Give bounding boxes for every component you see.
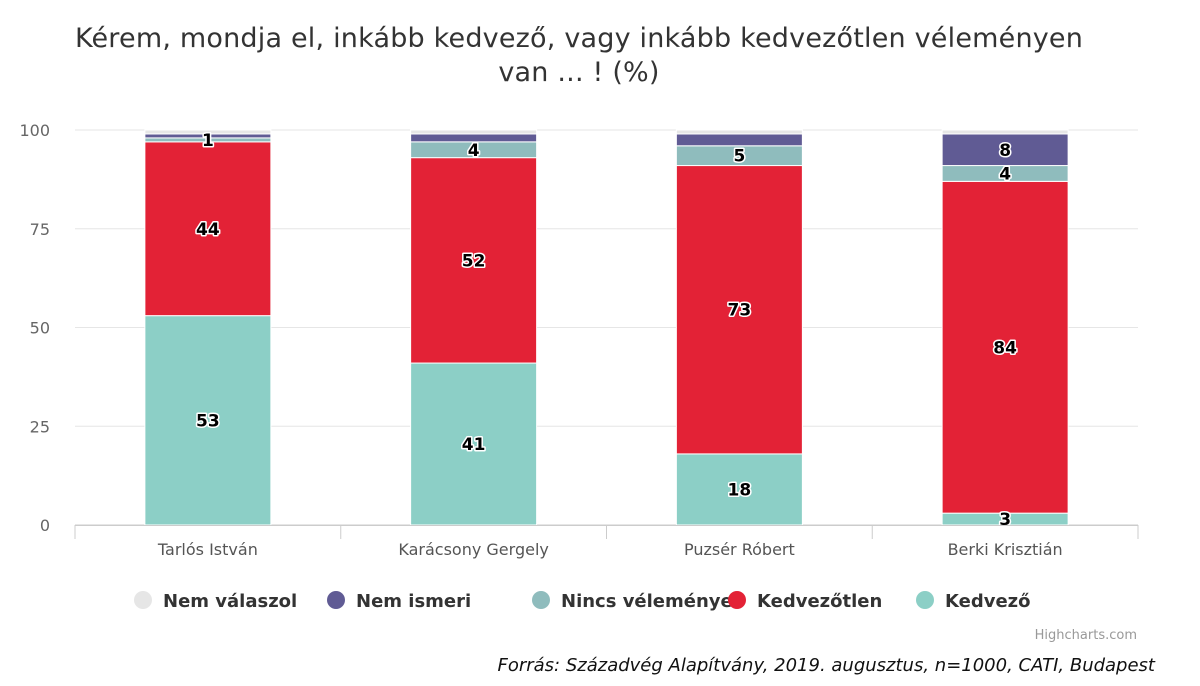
bar-segment[interactable] — [410, 129, 538, 135]
data-label: 4 — [468, 141, 480, 161]
data-label: 5 — [733, 147, 745, 167]
x-category-label: Puzsér Róbert — [684, 540, 795, 559]
bar-segment[interactable] — [941, 133, 1069, 167]
x-category-label: Karácsony Gergely — [398, 540, 548, 559]
legend-item[interactable]: Nem válaszol — [134, 591, 297, 612]
bar-segment[interactable] — [144, 141, 272, 317]
legend-label: Kedvezőtlen — [757, 591, 882, 612]
bar-segment[interactable] — [675, 129, 803, 135]
legend-label: Nem válaszol — [163, 591, 297, 612]
bar-segment[interactable] — [675, 133, 803, 147]
data-label: 3 — [999, 510, 1011, 530]
legend: Nem válaszol Nem ismeri Nincs véleménye Ked… — [134, 591, 1031, 612]
bar-segment[interactable] — [144, 129, 272, 135]
y-tick-label: 25 — [30, 417, 50, 436]
bar-segment[interactable] — [144, 315, 272, 526]
chart-title: Kérem, mondja el, inkább kedvező, vagy i… — [74, 23, 1084, 88]
legend-label: Nem ismeri — [356, 591, 471, 612]
y-tick-label: 50 — [30, 319, 50, 338]
legend-marker — [916, 591, 934, 609]
bar-segment[interactable] — [675, 165, 803, 455]
legend-marker — [134, 591, 152, 609]
data-label: 1 — [202, 131, 214, 151]
x-category-label: Berki Krisztián — [948, 540, 1063, 559]
bar-segment[interactable] — [410, 157, 538, 364]
data-label: 4 — [999, 164, 1011, 184]
data-label: 53 — [196, 411, 220, 431]
legend-item[interactable]: Nincs véleménye — [532, 591, 733, 612]
legend-marker — [728, 591, 746, 609]
x-axis: Tarlós István Karácsony Gergely Puzsér Rób… — [74, 525, 1139, 559]
bar-segment[interactable] — [675, 453, 803, 526]
legend-label: Nincs véleménye — [561, 591, 733, 612]
data-label: 44 — [196, 220, 220, 240]
legend-label: Kedvező — [945, 591, 1031, 612]
legend-item[interactable]: Kedvező — [916, 591, 1031, 612]
data-label: 84 — [993, 338, 1017, 358]
legend-marker — [532, 591, 550, 609]
data-label: 18 — [728, 480, 752, 500]
y-tick-label: 0 — [40, 516, 50, 535]
data-label: 41 — [462, 435, 486, 455]
y-tick-label: 75 — [30, 220, 50, 239]
data-label: 52 — [462, 251, 486, 271]
legend-item[interactable]: Nem ismeri — [327, 591, 471, 612]
data-label: 8 — [999, 141, 1011, 161]
y-tick-label: 100 — [19, 121, 50, 140]
bars — [144, 129, 1069, 526]
bar-segment[interactable] — [941, 129, 1069, 135]
highcharts-credits[interactable]: Highcharts.com — [1034, 628, 1137, 643]
x-category-label: Tarlós István — [157, 540, 258, 559]
y-axis-ticks: 0 25 50 75 100 — [19, 121, 50, 535]
data-label: 73 — [728, 301, 752, 321]
legend-marker — [327, 591, 345, 609]
source-note: Forrás: Századvég Alapítvány, 2019. augu… — [497, 655, 1155, 676]
legend-item[interactable]: Kedvezőtlen — [728, 591, 882, 612]
